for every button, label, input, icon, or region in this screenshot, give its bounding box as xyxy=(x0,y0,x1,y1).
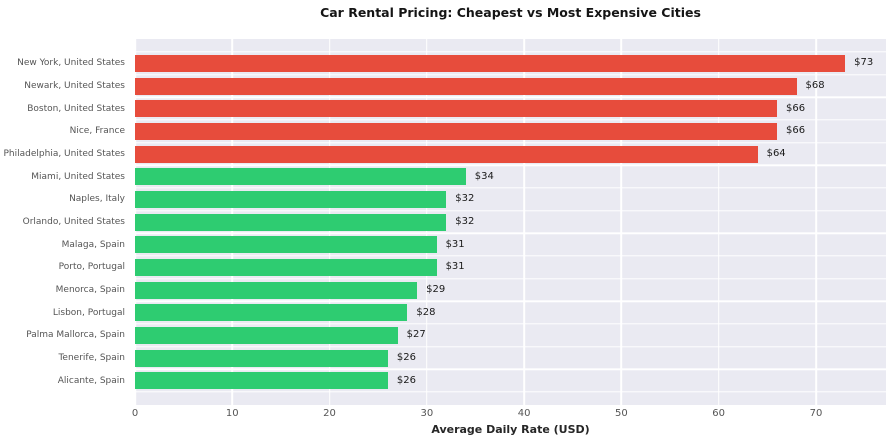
grid-line-vertical xyxy=(523,39,525,405)
bar-rows: $73 $68 $66 $66 $64 $34 $32 $32 $31 $31 $29 $28 $27 $… xyxy=(135,52,886,392)
y-axis-label: Newark, United States xyxy=(24,81,125,91)
bar-row: $26 xyxy=(135,369,886,392)
bar xyxy=(135,281,418,299)
bar-row: $32 xyxy=(135,188,886,211)
grid-line-horizontal xyxy=(135,96,886,99)
bar-value-label: $26 xyxy=(396,352,417,364)
grid-line-horizontal xyxy=(135,187,886,189)
x-axis-label: Average Daily Rate (USD) xyxy=(431,423,590,436)
y-axis-labels: New York, United States Newark, United St… xyxy=(0,52,130,392)
grid-line-horizontal xyxy=(135,368,886,371)
x-axis-tick: 30 xyxy=(420,408,434,419)
bar xyxy=(135,349,388,367)
bar-row: $31 xyxy=(135,256,886,279)
grid-line-horizontal xyxy=(135,345,886,348)
grid-line-horizontal xyxy=(135,255,886,257)
y-axis-label: Naples, Italy xyxy=(69,194,125,205)
y-axis-label: Palma Mallorca, Spain xyxy=(26,330,125,341)
bar-row: $28 xyxy=(135,301,886,324)
x-axis-tick: 50 xyxy=(615,408,628,419)
bar xyxy=(135,54,846,72)
y-axis-label: Malaga, Spain xyxy=(61,239,125,250)
bar xyxy=(135,258,437,276)
bar-row: $73 xyxy=(135,52,886,75)
bar xyxy=(135,372,388,390)
bar-value-label: $32 xyxy=(455,193,475,205)
grid-line-horizontal xyxy=(135,232,886,235)
bar-row: $66 xyxy=(135,120,886,143)
y-axis-label: Orlando, United States xyxy=(22,217,125,228)
grid-line-horizontal xyxy=(135,323,886,325)
bar xyxy=(135,326,398,344)
grid-line-horizontal xyxy=(135,141,886,144)
bar-value-label: $27 xyxy=(406,329,426,341)
y-axis-label: Menorca, Spain xyxy=(55,285,125,296)
y-axis-label: Tenerife, Spain xyxy=(58,353,125,364)
grid-line-horizontal xyxy=(135,164,886,167)
bar-row: $26 xyxy=(135,347,886,370)
bar-row: $29 xyxy=(135,279,886,302)
grid-line-vertical xyxy=(620,39,623,405)
bar-value-label: $68 xyxy=(805,80,825,91)
bar-value-label: $34 xyxy=(474,170,494,182)
grid-line-horizontal xyxy=(135,300,886,303)
grid-line-horizontal xyxy=(135,209,886,212)
grid-line-vertical xyxy=(815,39,817,405)
x-axis-tick: 20 xyxy=(323,408,336,419)
bar-row: $34 xyxy=(135,165,886,188)
x-axis-tick: 60 xyxy=(712,408,726,419)
bar-row: $31 xyxy=(135,233,886,256)
bar-row: $66 xyxy=(135,97,886,120)
bar-value-label: $29 xyxy=(426,284,446,296)
y-axis-label: Lisbon, Portugal xyxy=(52,307,125,318)
bar xyxy=(135,190,447,208)
bar-value-label: $28 xyxy=(416,306,436,318)
y-axis-label: New York, United States xyxy=(17,58,125,69)
bar xyxy=(135,304,408,322)
bar-row: $32 xyxy=(135,211,886,234)
bar-value-label: $32 xyxy=(455,216,475,228)
grid-line-horizontal xyxy=(135,73,886,76)
chart-title: Car Rental Pricing: Cheapest vs Most Exp… xyxy=(320,5,701,20)
bar-value-label: $66 xyxy=(786,125,806,137)
x-axis-tick: 10 xyxy=(225,408,239,419)
y-axis-label: Philadelphia, United States xyxy=(3,149,126,160)
grid-line-horizontal xyxy=(135,119,886,121)
bar-value-label: $73 xyxy=(854,57,874,69)
y-axis-label: Nice, France xyxy=(69,126,125,137)
bar-value-label: $31 xyxy=(445,261,465,273)
grid-line-vertical xyxy=(717,39,720,405)
bar-row: $68 xyxy=(135,75,886,98)
bar-value-label: $26 xyxy=(396,374,417,386)
grid-line-horizontal xyxy=(135,277,886,280)
bar xyxy=(135,168,466,186)
bar xyxy=(135,145,758,163)
y-axis-label: Alicante, Spain xyxy=(57,375,125,386)
bar xyxy=(135,213,447,231)
x-axis-ticks: 0 10 20 30 40 50 60 70 xyxy=(0,409,892,423)
bar-value-label: $64 xyxy=(766,148,786,160)
bar xyxy=(135,122,778,140)
x-axis-tick: 70 xyxy=(809,408,823,419)
plot-area: $73 $68 $66 $66 $64 $34 $32 $32 $31 $31 $29 $28 $27 $… xyxy=(134,39,886,405)
bar xyxy=(135,77,797,95)
x-axis-tick: 40 xyxy=(517,408,531,419)
bar-value-label: $66 xyxy=(786,102,806,114)
y-axis-label: Boston, United States xyxy=(27,103,125,114)
x-axis-tick: 0 xyxy=(131,408,139,419)
y-axis-label: Miami, United States xyxy=(31,171,125,182)
bar-row: $27 xyxy=(135,324,886,347)
grid-line-horizontal xyxy=(135,51,886,53)
bar-row: $64 xyxy=(135,143,886,166)
y-axis-label: Porto, Portugal xyxy=(58,262,125,273)
bar-value-label: $31 xyxy=(445,238,465,250)
bar xyxy=(135,100,778,118)
grid-line-horizontal xyxy=(135,391,886,393)
bar xyxy=(135,236,437,254)
